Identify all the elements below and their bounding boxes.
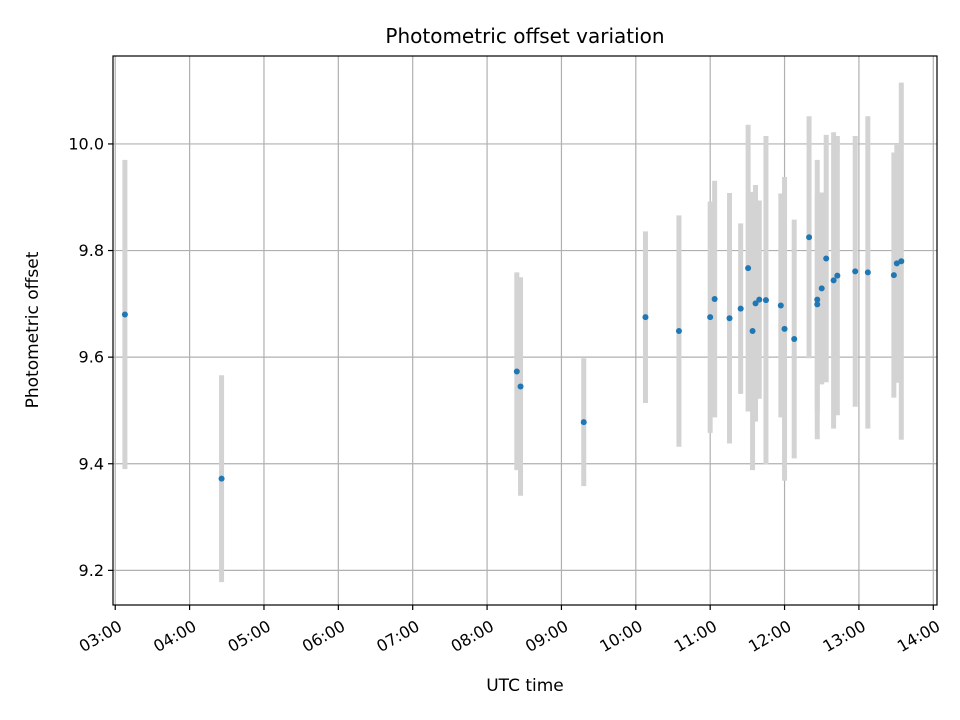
y-tick-label: 9.4 [79, 454, 104, 473]
plot-frame [112, 55, 938, 606]
data-point [762, 297, 769, 304]
data-point [806, 234, 813, 241]
data-point [898, 258, 905, 265]
data-point [675, 328, 682, 335]
data-point [121, 311, 128, 318]
x-axis-label: UTC time [486, 676, 564, 696]
data-point [864, 269, 871, 276]
data-point [745, 265, 752, 272]
data-point [781, 325, 788, 332]
data-point [707, 314, 714, 321]
data-point [749, 328, 756, 335]
data-point [777, 302, 784, 309]
y-tick-label: 10.0 [68, 134, 104, 153]
data-point [642, 314, 649, 321]
y-tick-label: 9.6 [79, 348, 104, 367]
data-point [752, 300, 759, 307]
data-point [517, 383, 524, 390]
y-tick-label: 9.8 [79, 241, 104, 260]
data-point [893, 260, 900, 267]
data-points [121, 234, 905, 482]
data-point [830, 277, 837, 284]
y-tick-label: 9.2 [79, 561, 104, 580]
data-point [852, 268, 859, 275]
y-axis-label: Photometric offset [23, 251, 43, 408]
data-point [711, 296, 718, 303]
data-point [737, 305, 744, 312]
data-point [791, 336, 798, 343]
data-point [726, 315, 733, 322]
y-axis-ticks: 9.2 9.4 9.6 9.8 10.0 [68, 134, 113, 580]
data-point [890, 272, 897, 279]
data-point [823, 255, 830, 262]
data-point [818, 285, 825, 292]
data-point [814, 301, 821, 308]
data-point [834, 272, 841, 279]
data-point [218, 475, 225, 482]
data-point [814, 296, 821, 303]
data-point [756, 296, 763, 303]
data-point [513, 368, 520, 375]
chart-title: Photometric offset variation [385, 24, 664, 48]
data-point [580, 419, 587, 426]
